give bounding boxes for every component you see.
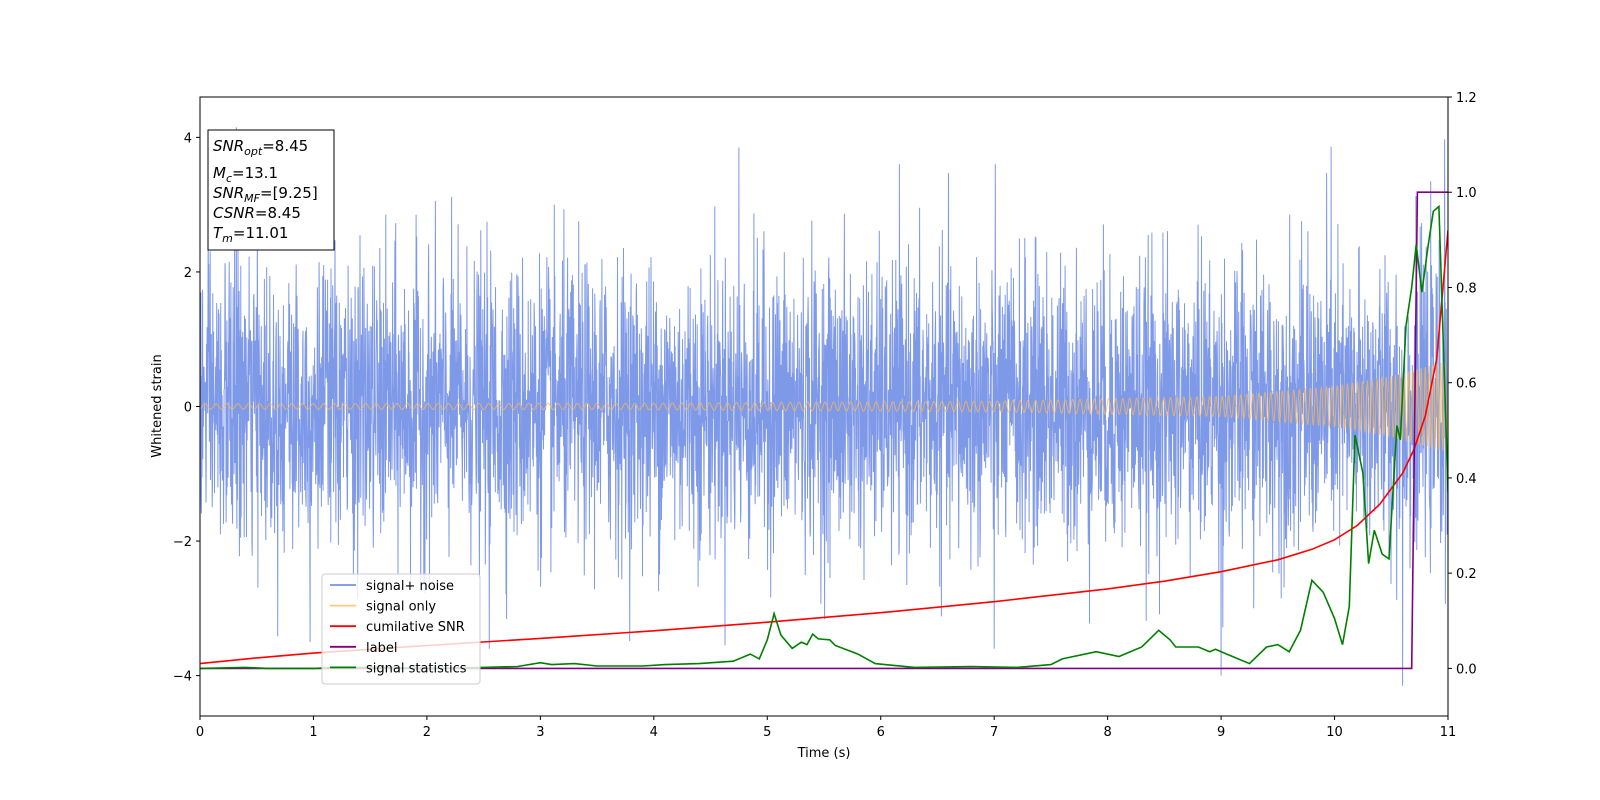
y2-tick-label: 0.8	[1456, 281, 1477, 296]
info-mc: Mc=13.1	[213, 164, 278, 185]
plot-series	[200, 127, 1448, 686]
info-snr-opt-value: =8.45	[262, 137, 308, 155]
y2-tick-label: 1.0	[1456, 186, 1477, 201]
series-label	[200, 191, 1448, 670]
x-tick-label: 11	[1440, 725, 1457, 740]
legend: signal+ noise signal only cumilative SNR la…	[321, 573, 481, 685]
x-tick-label: 6	[877, 725, 885, 740]
info-mc-subscript: c	[226, 172, 232, 185]
legend-signal-noise: signal+ noise	[330, 579, 454, 594]
y2-tick-label: 0.4	[1456, 472, 1477, 487]
info-mc-symbol: M	[213, 164, 226, 182]
x-tick-label: 2	[423, 725, 431, 740]
info-tm-value: =11.01	[233, 224, 289, 242]
info-box: SNRopt=8.45 Mc=13.1 SNRMF=[9.25] CSNR=8.…	[207, 129, 335, 251]
y-tick-label: −2	[173, 535, 192, 550]
series-signal-statistics	[200, 204, 1448, 670]
legend-signal-statistics: signal statistics	[330, 661, 467, 676]
x-tick-label: 9	[1217, 725, 1225, 740]
y-tick-label: 0	[184, 401, 192, 416]
info-csnr: CSNR=8.45	[213, 204, 301, 222]
y2-tick-label: 0.6	[1456, 377, 1477, 392]
x-tick-label: 1	[309, 725, 317, 740]
legend-signal-noise-text: signal+ noise	[366, 579, 454, 594]
info-tm-subscript: m	[222, 232, 233, 245]
x-tick-label: 7	[990, 725, 998, 740]
info-snr-opt-symbol: SNR	[213, 137, 244, 155]
axes: 0 1 2 3 4 5 6 7 8 9 10 11 −4 −2 0 2 4 0.0 0.2 0.4 0.6 0.8 1.0 1…	[173, 91, 1477, 740]
series-signal-noise	[200, 127, 1448, 686]
y-tick-label: −4	[173, 670, 192, 685]
x-tick-label: 8	[1103, 725, 1111, 740]
info-snr-opt-subscript: opt	[244, 145, 263, 158]
info-csnr-symbol: CSNR	[213, 204, 255, 222]
info-box-frame	[207, 129, 335, 251]
legend-frame	[321, 573, 481, 685]
legend-label-text: label	[366, 641, 397, 656]
y-tick-label: 4	[184, 131, 192, 146]
info-snr-opt: SNRopt=8.45	[213, 137, 308, 158]
series-cumulative-snr	[200, 230, 1448, 665]
x-tick-label: 4	[650, 725, 658, 740]
info-mc-value: =13.1	[232, 164, 278, 182]
series-signal-only	[200, 361, 1448, 452]
legend-signal-only: signal only	[330, 600, 436, 615]
x-tick-label: 3	[536, 725, 544, 740]
legend-label: label	[330, 641, 397, 656]
legend-cumulative-snr: cumilative SNR	[330, 620, 465, 635]
legend-cumulative-snr-text: cumilative SNR	[366, 620, 465, 635]
legend-signal-statistics-text: signal statistics	[366, 661, 467, 676]
y2-tick-label: 0.0	[1456, 662, 1477, 677]
info-csnr-value: =8.45	[255, 204, 301, 222]
y-tick-label: 2	[184, 266, 192, 281]
y2-tick-label: 1.2	[1456, 91, 1477, 106]
info-snr-mf-subscript: MF	[244, 192, 260, 205]
info-snr-mf-value: =[9.25]	[260, 184, 318, 202]
legend-signal-only-text: signal only	[366, 600, 436, 615]
x-tick-label: 5	[763, 725, 771, 740]
info-tm-symbol: T	[213, 224, 224, 242]
info-snr-mf: SNRMF=[9.25]	[213, 184, 318, 205]
x-tick-label: 10	[1326, 725, 1343, 740]
info-tm: Tm=11.01	[213, 224, 288, 245]
x-axis-label: Time (s)	[797, 746, 851, 761]
y2-tick-label: 0.2	[1456, 567, 1477, 582]
info-snr-mf-symbol: SNR	[213, 184, 244, 202]
y-axis-label: Whitened strain	[150, 354, 165, 457]
x-tick-label: 0	[196, 725, 204, 740]
